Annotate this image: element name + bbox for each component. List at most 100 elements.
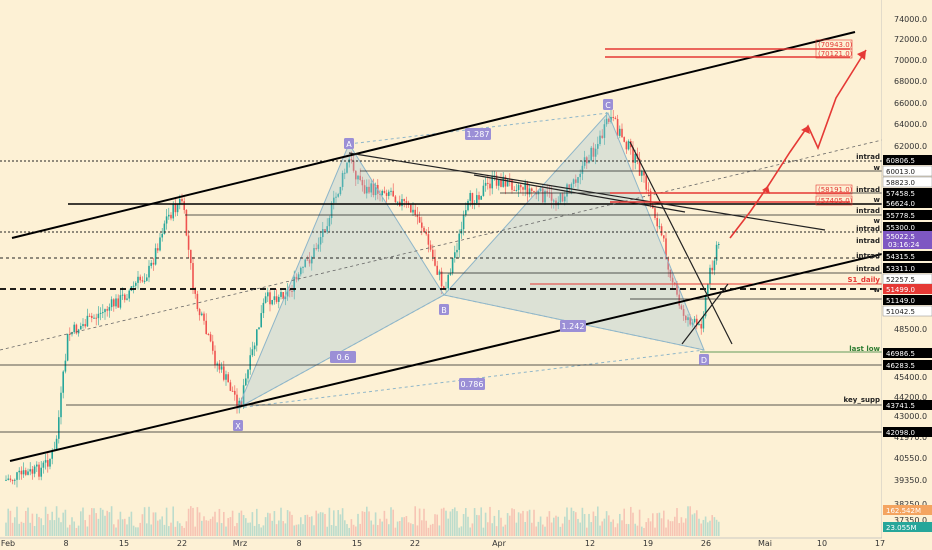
volume-bar <box>361 511 364 536</box>
candle-body <box>718 244 720 246</box>
volume-bar <box>25 510 27 536</box>
candle-body <box>207 333 210 335</box>
volume-bar <box>168 526 170 536</box>
candle-body <box>258 327 260 330</box>
target-label-box <box>815 195 853 206</box>
candle-body <box>478 195 480 200</box>
candle-body <box>95 317 97 319</box>
candle-body <box>572 179 575 184</box>
candle-body <box>62 371 64 393</box>
volume-bar <box>372 524 375 536</box>
volume-bar <box>95 513 97 536</box>
candle-body <box>113 299 115 307</box>
volume-bar <box>366 506 368 536</box>
volume-bar <box>680 517 683 536</box>
volume-bar <box>20 521 23 536</box>
volume-bar <box>77 525 80 536</box>
candle-body <box>33 466 36 474</box>
volume-bar <box>273 511 276 536</box>
volume-bar <box>528 509 531 536</box>
candle-body <box>612 116 614 118</box>
price-tick: 44200.0 <box>894 393 927 402</box>
candle-body <box>181 198 183 202</box>
pattern-points: X A B C D <box>233 99 709 431</box>
level-tag: intrad <box>856 225 880 233</box>
price-label: 57458.5 <box>886 190 915 198</box>
volume-bar <box>7 508 9 536</box>
level-tag: w <box>874 196 881 204</box>
candle-body <box>621 128 623 138</box>
volume-bar <box>447 518 449 536</box>
volume-bar <box>392 509 394 536</box>
candle-body <box>25 470 27 475</box>
candle-body <box>69 333 71 335</box>
candle-body <box>465 210 467 216</box>
candle-body <box>361 180 364 186</box>
candle-body <box>102 312 104 314</box>
volume-bar <box>58 517 60 536</box>
volume-bar <box>223 511 225 536</box>
price-label: 51499.0 <box>886 286 915 294</box>
date-tick: Apr <box>492 539 507 548</box>
candle-body <box>311 256 313 264</box>
candle-body <box>438 271 441 275</box>
volume-bar <box>410 523 412 536</box>
volume-bar <box>209 518 212 536</box>
volume-bar <box>60 522 62 536</box>
volume-bar <box>449 511 452 536</box>
candle-body <box>669 269 672 278</box>
candle-body <box>60 392 62 418</box>
candle-body <box>614 117 617 120</box>
candle-body <box>693 318 696 323</box>
volume-bar <box>341 508 344 536</box>
volume-bar <box>374 512 377 536</box>
candle-body <box>267 292 269 297</box>
volume-bar <box>348 527 350 536</box>
candle-body <box>97 313 100 319</box>
volume-bar <box>115 527 117 536</box>
candle-body <box>234 390 236 395</box>
volume-bar <box>132 525 135 536</box>
volume-bar <box>645 522 647 536</box>
candle-body <box>702 316 705 329</box>
volume-bar <box>315 510 317 536</box>
projection-arrowhead-2 <box>762 186 770 194</box>
pattern-point-label: C <box>605 101 611 110</box>
price-label: 46283.5 <box>886 362 915 370</box>
candle-body <box>504 176 507 187</box>
price-label-box <box>883 251 932 261</box>
target-label-box <box>815 184 853 195</box>
candle-body <box>344 172 346 174</box>
candle-body <box>460 229 463 234</box>
candle-body <box>245 378 247 386</box>
candle-body <box>559 193 562 203</box>
candle-body <box>22 470 25 475</box>
candle-body <box>579 173 581 178</box>
candle-body <box>691 322 694 325</box>
price-tick: 39350.0 <box>894 476 927 485</box>
volume-bar <box>561 523 564 536</box>
volume-bar <box>564 516 566 536</box>
price-label-box <box>883 231 932 249</box>
volume-bar <box>583 513 586 536</box>
candle-body <box>363 185 366 194</box>
volume-bar <box>390 507 392 536</box>
level-tag: intrad <box>856 153 880 161</box>
volume-bar <box>205 520 207 536</box>
volume-bar <box>179 523 181 536</box>
candle-body <box>121 294 124 296</box>
volume-bar <box>469 527 471 536</box>
volume-bar <box>451 508 454 536</box>
price-label-box <box>883 198 932 208</box>
volume-bar <box>97 518 100 536</box>
volume-bar <box>493 515 496 536</box>
volume-bar <box>289 511 291 536</box>
volume-bar <box>652 513 654 536</box>
volume-bar <box>139 522 141 536</box>
volume-bar <box>498 510 500 536</box>
candle-body <box>355 170 357 180</box>
volume-bar <box>711 515 713 536</box>
descending-trendline-2 <box>473 174 686 213</box>
volume-bar <box>557 516 559 536</box>
